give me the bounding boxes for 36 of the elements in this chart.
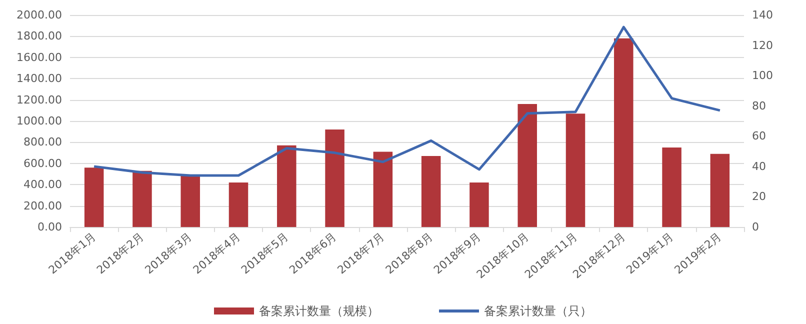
y-tick-label: 1000.00 [16, 114, 62, 128]
y-tick-label: 200.00 [24, 199, 62, 212]
y-tick-label: 400.00 [24, 178, 62, 192]
y-tick-label: 1400.00 [16, 72, 62, 86]
y-tick-label: 0.00 [38, 220, 62, 234]
bar [662, 148, 682, 227]
bar [325, 129, 344, 227]
y2-tick-label: 140 [752, 8, 773, 22]
y-tick-label: 800.00 [24, 136, 62, 149]
legend-label: 备案累计数量（只） [484, 304, 592, 318]
y-tick-label: 1200.00 [16, 93, 62, 106]
y2-tick-label: 0 [752, 220, 759, 234]
bar [710, 154, 730, 227]
bar [132, 170, 152, 227]
legend-label: 备案累计数量（规模） [259, 304, 379, 318]
y2-tick-label: 40 [752, 160, 766, 173]
bar [421, 156, 441, 227]
bar [470, 182, 489, 227]
y-tick-label: 2000.00 [16, 8, 62, 22]
bar [518, 104, 537, 227]
bar [373, 152, 393, 227]
y2-tick-label: 20 [752, 190, 766, 204]
y-tick-label: 600.00 [24, 156, 62, 170]
y2-tick-label: 120 [752, 38, 773, 52]
bar [84, 168, 104, 227]
y2-tick-label: 60 [752, 130, 766, 143]
bar [566, 114, 586, 227]
bar [614, 38, 634, 227]
y2-tick-label: 100 [752, 69, 773, 82]
line-series [92, 26, 722, 177]
bar [228, 182, 248, 227]
y-tick-label: 1600.00 [16, 50, 62, 64]
y2-tick-label: 80 [752, 99, 766, 112]
bar [180, 175, 200, 227]
bar [277, 145, 296, 227]
y-tick-label: 1800.00 [16, 30, 62, 43]
